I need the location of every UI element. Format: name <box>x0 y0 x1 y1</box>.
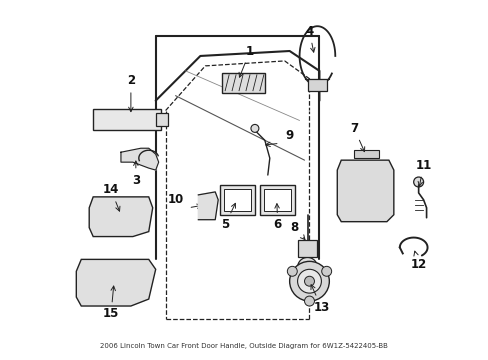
Text: 7: 7 <box>349 122 364 152</box>
Text: 11: 11 <box>415 159 431 186</box>
Circle shape <box>348 162 360 174</box>
Bar <box>353 150 378 158</box>
Circle shape <box>136 220 145 230</box>
Circle shape <box>100 218 114 231</box>
Circle shape <box>321 266 331 276</box>
Circle shape <box>297 269 321 293</box>
Bar <box>264 189 290 211</box>
Circle shape <box>349 202 359 212</box>
Text: 3: 3 <box>131 161 140 186</box>
Text: 13: 13 <box>310 285 329 314</box>
Bar <box>220 185 254 215</box>
Polygon shape <box>89 197 152 237</box>
Circle shape <box>89 265 103 279</box>
Circle shape <box>373 202 383 212</box>
Bar <box>222 73 264 93</box>
Text: 4: 4 <box>305 24 314 52</box>
Circle shape <box>141 114 150 125</box>
Polygon shape <box>198 192 218 220</box>
Circle shape <box>112 284 126 298</box>
Circle shape <box>304 296 314 306</box>
Text: 9: 9 <box>285 129 293 142</box>
Circle shape <box>89 284 103 298</box>
Text: 2: 2 <box>126 74 135 112</box>
Circle shape <box>289 261 328 301</box>
Text: 12: 12 <box>410 251 426 271</box>
Polygon shape <box>337 160 393 222</box>
Circle shape <box>297 257 317 277</box>
Circle shape <box>112 265 126 279</box>
Text: 1: 1 <box>239 45 253 77</box>
Circle shape <box>121 114 131 125</box>
Circle shape <box>250 125 258 132</box>
Text: 10: 10 <box>167 193 183 206</box>
Text: 5: 5 <box>221 203 235 231</box>
Bar <box>307 79 326 91</box>
Circle shape <box>372 162 384 174</box>
Text: 15: 15 <box>102 286 119 320</box>
Circle shape <box>287 266 297 276</box>
Text: 2006 Lincoln Town Car Front Door Handle, Outside Diagram for 6W1Z-5422405-BB: 2006 Lincoln Town Car Front Door Handle,… <box>100 343 387 349</box>
Circle shape <box>304 276 314 286</box>
Bar <box>93 109 161 130</box>
Text: 6: 6 <box>273 204 281 231</box>
Bar <box>155 113 167 126</box>
Polygon shape <box>76 260 155 306</box>
Text: 8: 8 <box>290 221 305 240</box>
Circle shape <box>413 177 423 187</box>
Polygon shape <box>121 148 158 170</box>
Circle shape <box>124 204 137 216</box>
Bar <box>224 189 250 211</box>
Circle shape <box>100 203 114 217</box>
Text: 14: 14 <box>102 184 120 211</box>
Circle shape <box>99 114 109 125</box>
Bar <box>297 239 317 257</box>
Circle shape <box>302 262 312 272</box>
Bar <box>259 185 294 215</box>
